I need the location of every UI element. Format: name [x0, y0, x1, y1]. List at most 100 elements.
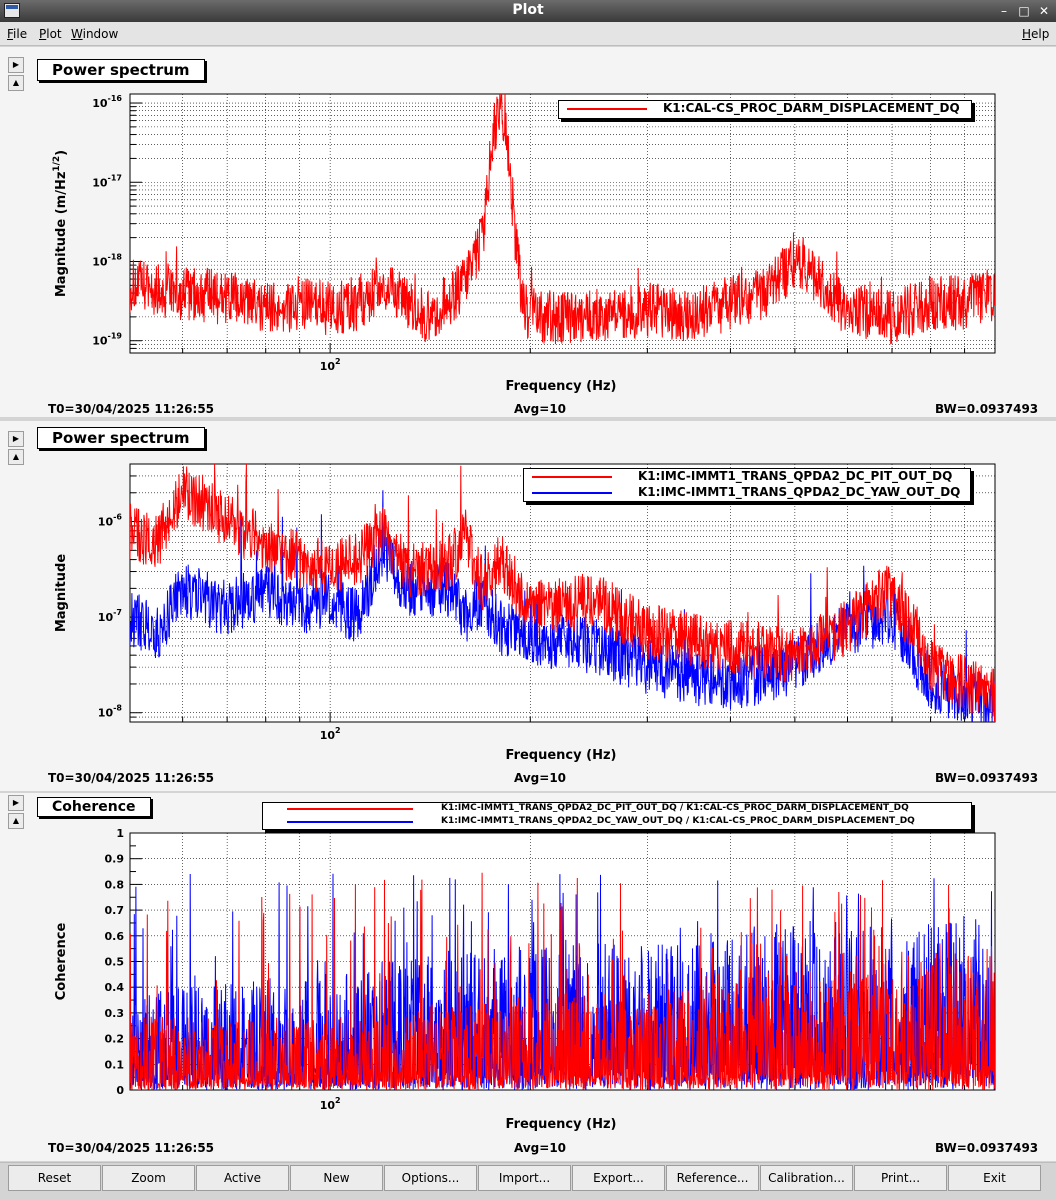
- menu-help[interactable]: Help: [1022, 27, 1050, 41]
- y-tick-label: 1: [116, 827, 124, 840]
- x-axis-label: Frequency (Hz): [506, 379, 617, 394]
- y-tick-label: 10-7: [98, 608, 122, 624]
- panel-side-buttons: ▶ ▲: [8, 57, 26, 93]
- legend-entry: K1:CAL-CS_PROC_DARM_DISPLACEMENT_DQ: [663, 101, 960, 115]
- bw-label: BW=0.0937493: [935, 402, 1039, 416]
- reset-button[interactable]: Reset: [8, 1165, 101, 1191]
- x-tick-exp: 2: [335, 357, 341, 366]
- y-tick-exp: -17: [108, 173, 122, 182]
- y-axis-label: Coherence: [54, 923, 69, 1001]
- bottom-toolbar: Reset Zoom Active New Options... Import... Exp…: [0, 1162, 1056, 1199]
- series-line-0: [130, 872, 995, 1090]
- y-tick-base: 10: [98, 516, 114, 529]
- y-axis-label-main: Coherence: [54, 923, 69, 1001]
- y-axis-label: Magnitude (m/Hz1/2): [52, 150, 69, 297]
- y-tick-exp: -8: [113, 704, 122, 713]
- y-axis-label: Magnitude: [54, 554, 69, 633]
- import-button[interactable]: Import...: [478, 1165, 571, 1191]
- panel-title: Power spectrum: [37, 427, 205, 449]
- y-tick-base: 10: [92, 97, 108, 110]
- legend-swatch: [532, 492, 612, 494]
- y-axis-label-main: Magnitude (m/Hz: [54, 172, 69, 298]
- y-tick-label: 10-8: [98, 704, 123, 720]
- y-tick-label: 10-18: [92, 252, 122, 268]
- close-icon[interactable]: ✕: [1038, 4, 1050, 18]
- collapse-arrow-icon[interactable]: ▲: [8, 813, 24, 829]
- menu-window[interactable]: Window: [71, 27, 119, 41]
- x-tick-base: 10: [320, 1099, 336, 1112]
- y-tick-label: 0.3: [105, 1007, 125, 1020]
- options-button[interactable]: Options...: [384, 1165, 477, 1191]
- y-tick-base: 10: [98, 707, 114, 720]
- y-tick-label: 0.2: [105, 1033, 125, 1046]
- y-axis-label-close: ): [54, 150, 69, 156]
- exit-button[interactable]: Exit: [948, 1165, 1041, 1191]
- y-tick-label: 0.7: [105, 904, 125, 917]
- x-grid: [182, 464, 966, 722]
- y-tick-exp: -7: [113, 608, 122, 617]
- reference-button[interactable]: Reference...: [666, 1165, 759, 1191]
- expand-arrow-icon[interactable]: ▶: [8, 431, 24, 447]
- legend-swatch: [567, 108, 647, 110]
- export-button[interactable]: Export...: [572, 1165, 665, 1191]
- y-axis-label-sup: 1/2: [52, 156, 62, 172]
- avg-label: Avg=10: [514, 771, 567, 785]
- avg-label: Avg=10: [514, 402, 567, 416]
- y-tick-exp: -6: [113, 513, 122, 522]
- plot-panel-1: ▶ ▲ Power spectrum 10-16 10-17 10-18 10-19 1…: [0, 47, 1056, 417]
- bw-label: BW=0.0937493: [935, 771, 1039, 785]
- window-titlebar[interactable]: Plot – □ ✕: [0, 0, 1056, 22]
- series-line-0: [130, 94, 995, 345]
- t0-label: T0=30/04/2025 11:26:55: [48, 402, 215, 416]
- y-tick-label: 0.6: [105, 930, 125, 943]
- y-tick-base: 10: [92, 335, 108, 348]
- menu-bar: File Plot Window Help: [0, 22, 1056, 46]
- maximize-icon[interactable]: □: [1018, 4, 1030, 18]
- new-button[interactable]: New: [290, 1165, 383, 1191]
- series-line-0: [130, 464, 995, 722]
- legend-entry: K1:IMC-IMMT1_TRANS_QPDA2_DC_YAW_OUT_DQ /…: [441, 816, 915, 826]
- expand-arrow-icon[interactable]: ▶: [8, 57, 24, 73]
- panel-title: Power spectrum: [37, 59, 205, 81]
- plot-canvas[interactable]: 1 0.9 0.8 0.7 0.6 0.5 0.4 0.3 0.2 0.1 0 102 Frequenc…: [30, 793, 1050, 1161]
- x-axis-label: Frequency (Hz): [506, 1117, 617, 1132]
- x-tick-exp: 2: [335, 726, 341, 735]
- collapse-arrow-icon[interactable]: ▲: [8, 449, 24, 465]
- panel-side-buttons: ▶ ▲: [8, 795, 26, 831]
- expand-arrow-icon[interactable]: ▶: [8, 795, 24, 811]
- y-tick-base: 10: [98, 611, 114, 624]
- window-title: Plot: [512, 2, 544, 18]
- legend-entry: K1:IMC-IMMT1_TRANS_QPDA2_DC_PIT_OUT_DQ: [638, 469, 953, 483]
- y-tick-base: 10: [92, 176, 108, 189]
- legend-swatch: [287, 821, 413, 823]
- legend-entry: K1:IMC-IMMT1_TRANS_QPDA2_DC_YAW_OUT_DQ: [638, 485, 961, 499]
- y-tick-label: 10-17: [92, 173, 122, 189]
- x-tick-label: 102: [320, 726, 341, 742]
- zoom-button[interactable]: Zoom: [102, 1165, 195, 1191]
- active-button[interactable]: Active: [196, 1165, 289, 1191]
- x-grid: [182, 833, 966, 1090]
- y-tick-label: 10-16: [92, 94, 122, 110]
- menu-file[interactable]: File: [7, 27, 28, 41]
- x-axis-label: Frequency (Hz): [506, 748, 617, 763]
- y-tick-label: 0.4: [105, 981, 125, 994]
- y-tick-exp: -19: [108, 332, 123, 341]
- menu-plot[interactable]: Plot: [39, 27, 62, 41]
- plot-legend: K1:IMC-IMMT1_TRANS_QPDA2_DC_PIT_OUT_DQ K…: [523, 468, 971, 502]
- x-tick-base: 10: [320, 729, 336, 742]
- t0-label: T0=30/04/2025 11:26:55: [48, 771, 215, 785]
- collapse-arrow-icon[interactable]: ▲: [8, 75, 24, 91]
- avg-label: Avg=10: [514, 1141, 567, 1155]
- panel-title: Coherence: [37, 797, 151, 817]
- legend-swatch: [287, 808, 413, 810]
- panel-side-buttons: ▶ ▲: [8, 431, 26, 467]
- y-tick-label: 0.1: [105, 1058, 125, 1071]
- print-button[interactable]: Print...: [854, 1165, 947, 1191]
- y-tick-label: 0.9: [105, 853, 125, 866]
- plot-legend: K1:CAL-CS_PROC_DARM_DISPLACEMENT_DQ: [558, 100, 972, 119]
- window-menu-icon[interactable]: [4, 3, 20, 18]
- calibration-button[interactable]: Calibration...: [760, 1165, 853, 1191]
- minimize-icon[interactable]: –: [1001, 4, 1007, 18]
